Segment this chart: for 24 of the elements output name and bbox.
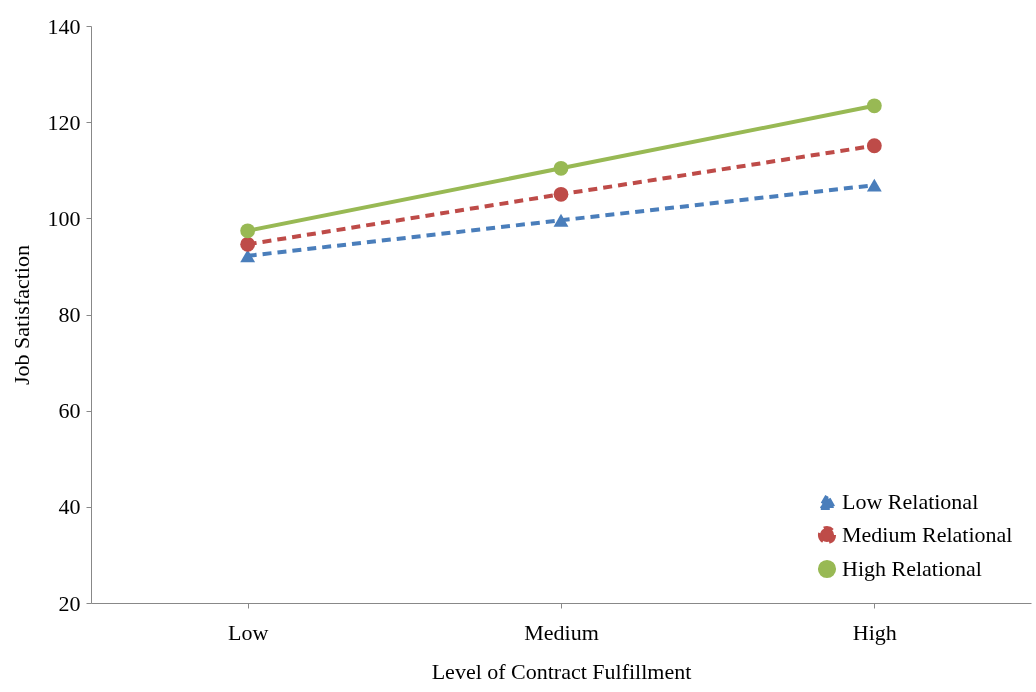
- x-tick-label: High: [852, 619, 897, 645]
- y-tick-label: 120: [47, 109, 81, 135]
- point: [240, 236, 256, 252]
- point: [240, 223, 256, 239]
- legend-label: High Relational: [842, 556, 982, 581]
- y-tick-label: 40: [58, 494, 81, 520]
- y-axis-title: Job Satisfaction: [8, 245, 34, 385]
- point: [240, 249, 256, 263]
- point: [866, 98, 882, 114]
- point: [866, 178, 882, 192]
- x-axis-title: Level of Contract Fulfillment: [431, 658, 692, 684]
- y-tick-label: 100: [47, 205, 81, 231]
- y-tick-label: 80: [58, 302, 81, 327]
- point: [553, 186, 569, 202]
- y-tick-label: 20: [58, 590, 81, 616]
- point: [553, 213, 569, 227]
- x-tick-label: Low: [228, 619, 269, 645]
- y-tick-label: 60: [58, 398, 81, 424]
- legend-label: Low Relational: [842, 489, 979, 514]
- y-tick-label: 140: [47, 13, 81, 39]
- x-tick-label: Medium: [524, 619, 599, 645]
- point: [553, 160, 569, 176]
- point: [866, 138, 882, 154]
- legend-label: Medium Relational: [842, 522, 1013, 547]
